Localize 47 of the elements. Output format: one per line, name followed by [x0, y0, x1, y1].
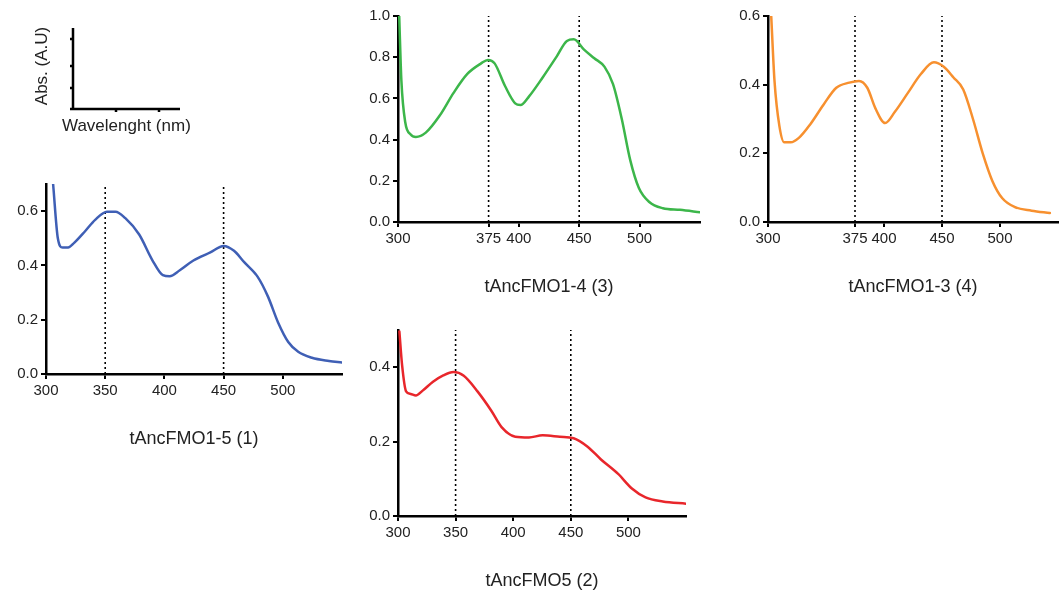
x-tick-label: 450 [929, 229, 955, 247]
x-tick-label: 500 [987, 229, 1013, 247]
y-tick-label: 1.0 [369, 6, 390, 24]
line-series [51, 184, 342, 364]
x-tick-label: 300 [755, 229, 781, 247]
text: Wavelenght (nm) [62, 116, 191, 136]
x-axis-title: tAncFMO1-4 (3) [484, 276, 614, 297]
x-tick-label: 350 [443, 523, 469, 541]
x-tick-label: 375 [476, 229, 502, 247]
y-tick-label: 0.6 [739, 6, 760, 24]
y-tick-label: 0.2 [17, 309, 38, 327]
x-axis-title: tAncFMO5 (2) [485, 570, 599, 591]
x-tick-label: 300 [385, 229, 411, 247]
x-tick-label: 400 [151, 381, 177, 399]
line-series [398, 16, 700, 214]
line-series [770, 16, 1052, 215]
line-series [398, 330, 686, 505]
y-tick-label: 0.4 [369, 357, 390, 375]
y-tick-label: 0.4 [739, 74, 760, 92]
x-axis-title: tAncFMO1-3 (4) [848, 276, 978, 297]
y-tick-label: 0.0 [369, 506, 390, 524]
y-tick-label: 0.0 [739, 212, 760, 230]
x-tick-label: 300 [385, 523, 411, 541]
y-tick-label: 0.2 [739, 143, 760, 161]
x-tick-label: 300 [33, 381, 59, 399]
y-tick-label: 0.2 [369, 431, 390, 449]
y-tick-label: 0.6 [17, 201, 38, 219]
x-axis-title: tAncFMO1-5 (1) [129, 428, 259, 449]
x-tick-label: 500 [615, 523, 641, 541]
x-tick-label: 500 [270, 381, 296, 399]
y-tick-label: 0.0 [17, 364, 38, 382]
x-tick-label: 500 [627, 229, 653, 247]
y-tick-label: 0.4 [369, 129, 390, 147]
text: Abs. (A.U) [32, 25, 52, 108]
y-tick-label: 0.0 [369, 212, 390, 230]
y-tick-label: 0.4 [17, 255, 38, 273]
x-tick-label: 450 [558, 523, 584, 541]
x-tick-label: 375 [842, 229, 868, 247]
y-tick-label: 0.2 [369, 170, 390, 188]
y-tick-label: 0.6 [369, 88, 390, 106]
x-tick-label: 450 [211, 381, 237, 399]
x-tick-label: 450 [566, 229, 592, 247]
x-tick-label: 400 [506, 229, 532, 247]
x-tick-label: 350 [92, 381, 118, 399]
x-tick-label: 400 [500, 523, 526, 541]
y-tick-label: 0.8 [369, 47, 390, 65]
x-tick-label: 400 [871, 229, 897, 247]
